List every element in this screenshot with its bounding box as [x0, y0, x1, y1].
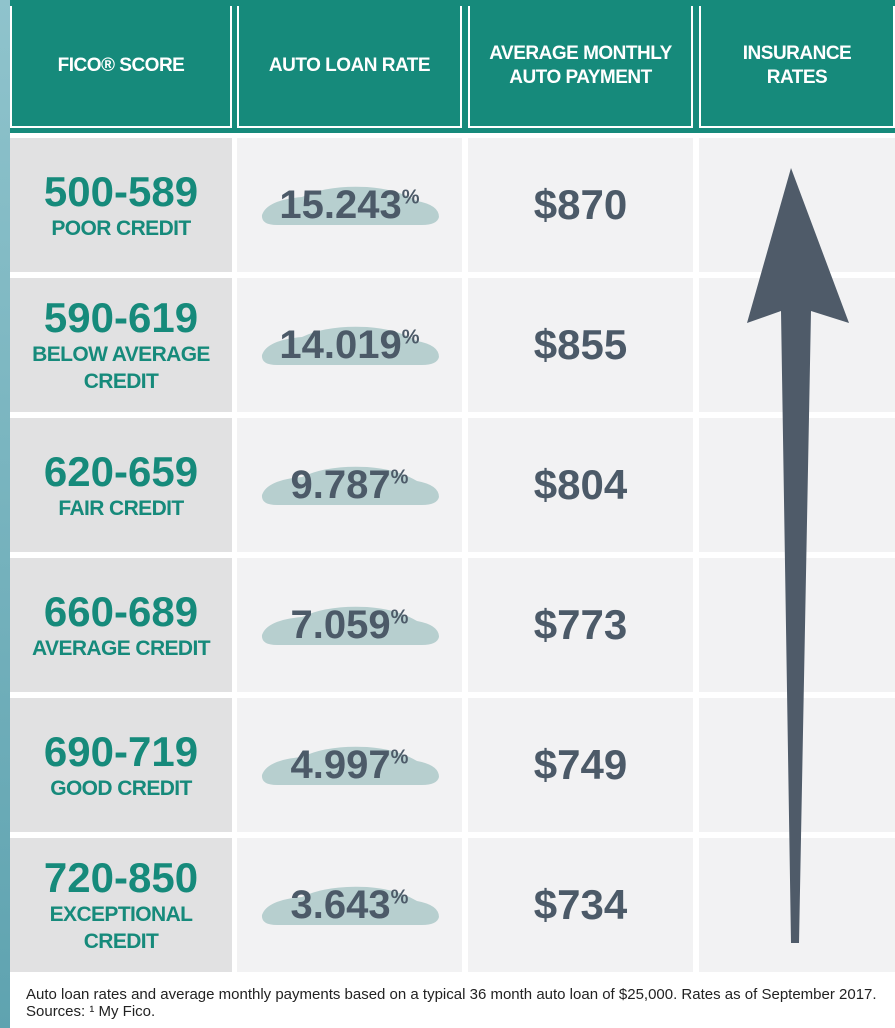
table-row: 720-850 EXCEPTIONAL CREDIT 3.643% $734 [10, 838, 895, 972]
percent-sign: % [401, 326, 420, 349]
car-silhouette [261, 886, 439, 925]
score-cell: 620-659 FAIR CREDIT [10, 418, 232, 552]
payment: $855 [468, 278, 693, 412]
table-row: 590-619 BELOW AVERAGE CREDIT 14.019% $855 [10, 278, 895, 412]
rate-cell: 14.019% [237, 278, 462, 412]
credit-label: POOR CREDIT [51, 216, 191, 240]
payment: $749 [468, 698, 693, 832]
score-cell: 660-689 AVERAGE CREDIT [10, 558, 232, 692]
arrow-icon [747, 168, 849, 943]
score: 690-719 [43, 727, 199, 775]
credit-label: EXCEPTIONAL CREDIT [49, 903, 193, 953]
car-silhouette [261, 186, 439, 225]
rate-cell: 3.643% [237, 838, 462, 972]
percent-sign: % [390, 466, 409, 489]
rate-value: 3.643 [290, 882, 391, 927]
rate: 7.059% [291, 603, 409, 648]
rate: 4.997% [291, 743, 409, 788]
score-cell: 690-719 GOOD CREDIT [10, 698, 232, 832]
payment: $870 [468, 138, 693, 272]
rate-value: 4.997 [290, 742, 391, 787]
header-cell: AVERAGE MONTHLY AUTO PAYMENT [468, 6, 693, 128]
rate-value: 15.243 [279, 182, 402, 227]
rate: 14.019% [279, 323, 419, 368]
score: 620-659 [43, 447, 199, 495]
rate-value: 14.019 [279, 322, 402, 367]
table-row: 690-719 GOOD CREDIT 4.997% $749 [10, 698, 895, 832]
rate-cell: 15.243% [237, 138, 462, 272]
car-silhouette [261, 326, 439, 365]
percent-sign: % [390, 746, 409, 769]
car-silhouette [261, 466, 439, 505]
rate: 15.243% [279, 183, 419, 228]
rate: 9.787% [291, 463, 409, 508]
payment: $734 [468, 838, 693, 972]
credit-label: BELOW AVERAGE CREDIT [32, 343, 210, 393]
rate-cell: 7.059% [237, 558, 462, 692]
header-cell: INSURANCE RATES [699, 6, 895, 128]
score-cell: 500-589 POOR CREDIT [10, 138, 232, 272]
percent-sign: % [390, 886, 409, 909]
header-cell: AUTO LOAN RATE [237, 6, 462, 128]
score-cell: 720-850 EXCEPTIONAL CREDIT [10, 838, 232, 972]
table-row: 620-659 FAIR CREDIT 9.787% $804 [10, 418, 895, 552]
rate-value: 7.059 [290, 602, 391, 647]
payment: $804 [468, 418, 693, 552]
credit-label: FAIR CREDIT [58, 496, 184, 520]
rate-cell: 4.997% [237, 698, 462, 832]
score: 590-619 [43, 294, 199, 341]
score: 500-589 [43, 167, 199, 215]
percent-sign: % [390, 606, 409, 629]
side-strip [0, 0, 10, 1028]
rate: 3.643% [291, 883, 409, 928]
header-cell: FICO® SCORE [10, 6, 232, 128]
footnote: Auto loan rates and average monthly paym… [26, 986, 877, 1020]
rate-cell: 9.787% [237, 418, 462, 552]
header: FICO® SCORE AUTO LOAN RATE AVERAGE MONTH… [10, 0, 895, 133]
credit-label: GOOD CREDIT [50, 776, 192, 800]
score-cell: 590-619 BELOW AVERAGE CREDIT [10, 278, 232, 412]
percent-sign: % [401, 186, 420, 209]
payment: $773 [468, 558, 693, 692]
credit-label: AVERAGE CREDIT [32, 636, 211, 660]
rate-value: 9.787 [290, 462, 391, 507]
score: 660-689 [43, 587, 199, 635]
score: 720-850 [43, 854, 199, 901]
car-silhouette [261, 606, 439, 645]
car-silhouette [261, 746, 439, 785]
